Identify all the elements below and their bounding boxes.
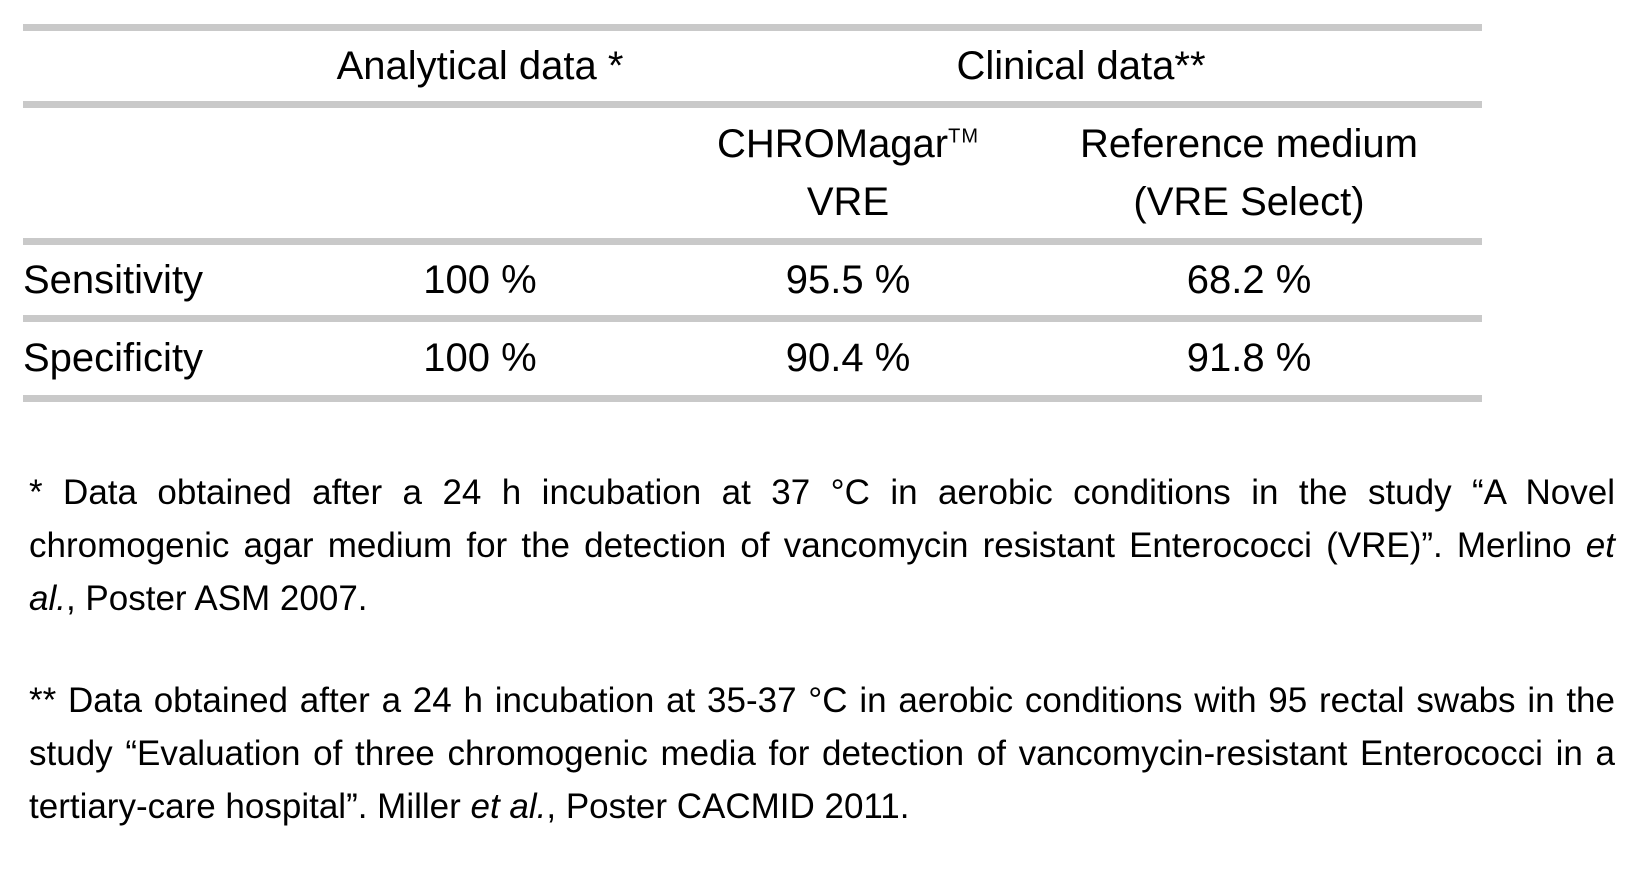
reference-medium-line1: Reference medium <box>1080 122 1418 166</box>
empty-cell <box>23 104 280 245</box>
corner-cell <box>23 24 280 108</box>
results-table: Analytical data * Clinical data** CHROMa… <box>23 24 1482 402</box>
footnote-clinical-etal: et al. <box>470 787 547 826</box>
reference-medium-line2: (VRE Select) <box>1133 180 1365 224</box>
empty-cell <box>280 104 680 245</box>
col-header-reference-medium: Reference medium (VRE Select) <box>1016 104 1482 245</box>
footnote-clinical-text: ** Data obtained after a 24 h incubation… <box>29 681 1615 826</box>
specificity-analytical-value: 100 % <box>280 318 680 402</box>
footnote-analytical-etal: et al. <box>29 526 1615 618</box>
specificity-reference-value: 91.8 % <box>1016 318 1482 402</box>
footnotes: * Data obtained after a 24 h incubation … <box>29 466 1615 833</box>
footnote-clinical: ** Data obtained after a 24 h incubation… <box>29 674 1615 833</box>
chromagar-brand: CHROMagar <box>716 122 949 166</box>
table-row-sensitivity: Sensitivity 100 % 95.5 % 68.2 % <box>23 241 1482 322</box>
footnote-analytical-citation: , Poster ASM 2007. <box>65 579 368 618</box>
group-header-row: Analytical data * Clinical data** <box>23 24 1482 108</box>
chromagar-brand-line: CHROMagarTM <box>680 115 1016 173</box>
footnote-clinical-citation: , Poster CACMID 2011. <box>546 787 910 826</box>
row-label-specificity: Specificity <box>23 318 280 402</box>
row-label-sensitivity: Sensitivity <box>23 241 280 322</box>
footnote-analytical: * Data obtained after a 24 h incubation … <box>29 466 1615 625</box>
chromagar-product-line: VRE <box>806 180 890 224</box>
specificity-chromagar-value: 90.4 % <box>680 318 1016 402</box>
trademark-superscript: TM <box>948 125 980 148</box>
group-header-analytical: Analytical data * <box>280 24 680 108</box>
column-header-row: CHROMagarTM VRE Reference medium (VRE Se… <box>23 104 1482 245</box>
table-row-specificity: Specificity 100 % 90.4 % 91.8 % <box>23 318 1482 402</box>
footnote-analytical-text: * Data obtained after a 24 h incubation … <box>29 473 1615 565</box>
sensitivity-analytical-value: 100 % <box>280 241 680 322</box>
sensitivity-chromagar-value: 95.5 % <box>680 241 1016 322</box>
col-header-chromagar-vre: CHROMagarTM VRE <box>680 104 1016 245</box>
group-header-clinical: Clinical data** <box>680 24 1482 108</box>
sensitivity-reference-value: 68.2 % <box>1016 241 1482 322</box>
